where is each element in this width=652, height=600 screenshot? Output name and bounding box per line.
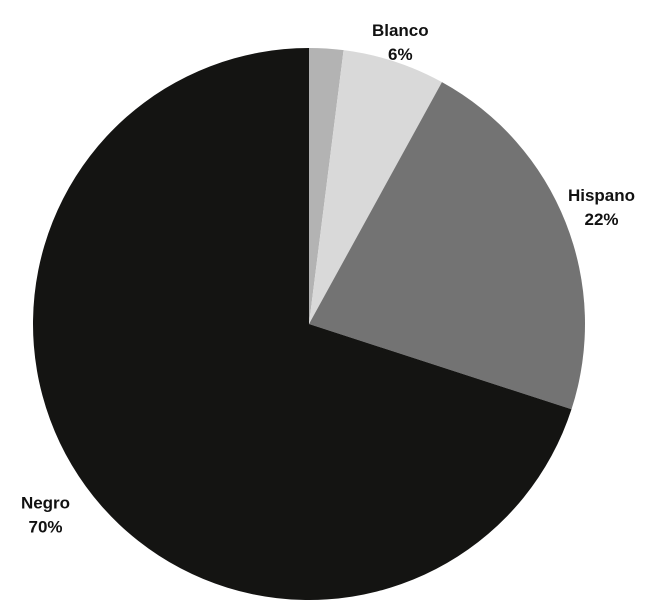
slice-label-value: 6% — [388, 45, 413, 64]
pie-slice-negro — [32, 48, 572, 600]
slice-label-value: 70% — [28, 517, 62, 536]
slice-label-group: Negro 70% — [21, 493, 70, 536]
pie-labels: Blanco 6% Hispano 22% Negro 70% — [21, 21, 635, 536]
slice-label-name: Blanco — [372, 21, 429, 40]
pie-slice-hispano — [309, 82, 585, 410]
slice-label-group: Hispano 22% — [568, 186, 635, 229]
slice-label-name: Hispano — [568, 186, 635, 205]
slice-label-name: Negro — [21, 493, 70, 512]
pie-slice-blanco — [309, 50, 442, 325]
slice-label-value: 22% — [584, 210, 618, 229]
slice-label-group: Blanco 6% — [372, 21, 429, 64]
pie-slices — [32, 48, 585, 600]
pie-slice-unlabeled — [309, 48, 344, 324]
